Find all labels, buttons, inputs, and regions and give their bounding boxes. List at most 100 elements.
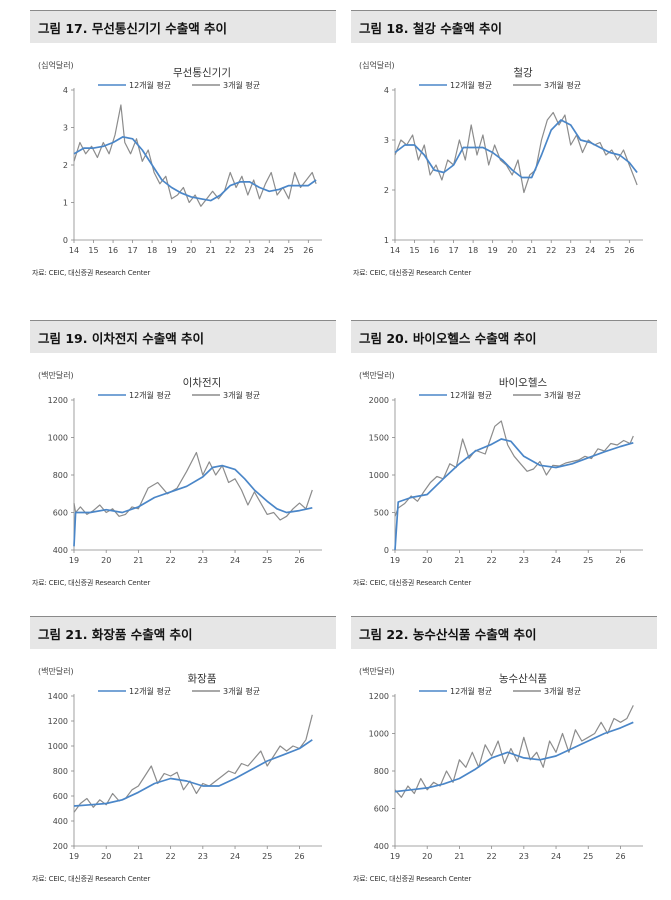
x-tick-label: 25 (262, 556, 272, 565)
legend-label-avg3: 3개월 평균 (544, 686, 581, 696)
chart-title: 화장품 (188, 673, 217, 685)
legend-label-avg3: 3개월 평균 (544, 390, 581, 400)
source-note: 자료: CEIC, 대신증권 Research Center (32, 269, 151, 277)
x-tick-label: 23 (198, 852, 208, 861)
x-tick-label: 19 (390, 556, 400, 565)
chart-title: 철강 (513, 67, 533, 79)
unit-label: (십억달러) (359, 60, 395, 70)
x-tick-label: 14 (69, 246, 79, 255)
y-tick-label: 1 (63, 199, 68, 208)
x-tick-label: 18 (468, 246, 478, 255)
legend: 12개월 평균 3개월 평균 (419, 80, 581, 90)
x-tick-label: 22 (546, 246, 556, 255)
x-tick-label: 26 (615, 556, 625, 565)
y-tick-label: 0 (63, 236, 68, 245)
panel-header: 그림 22. 농수산식품 수출액 추이 (351, 616, 657, 649)
legend-label-avg12: 12개월 평균 (450, 80, 492, 90)
series-line-12m-avg (73, 136, 317, 202)
figure-caption: 그림 21. 화장품 수출액 추이 (38, 627, 193, 642)
x-tick-label: 20 (422, 556, 432, 565)
x-tick-label: 25 (605, 246, 615, 255)
x-tick-label: 24 (585, 246, 595, 255)
legend: 12개월 평균 3개월 평균 (98, 80, 260, 90)
legend-label-avg12: 12개월 평균 (129, 686, 171, 696)
y-tick-label: 400 (53, 546, 68, 555)
y-tick-label: 1000 (369, 471, 389, 480)
y-tick-label: 800 (53, 471, 68, 480)
series-line-3m-avg (73, 451, 313, 521)
unit-label: (백만달러) (38, 370, 74, 380)
series-line-12m-avg (394, 721, 634, 793)
x-tick-label: 24 (230, 556, 240, 565)
legend: 12개월 평균 3개월 평균 (98, 390, 260, 400)
y-tick-label: 1 (384, 236, 389, 245)
x-tick-label: 17 (127, 246, 137, 255)
legend-label-avg12: 12개월 평균 (129, 390, 171, 400)
figure-caption: 그림 19. 이차전지 수출액 추이 (38, 331, 205, 346)
line-chart: (백만달러) 화장품 12개월 평균 3개월 평균 200 400 600 800 1000 12… (38, 666, 322, 861)
unit-label: (백만달러) (359, 370, 395, 380)
x-tick-label: 22 (487, 556, 497, 565)
x-tick-label: 25 (262, 852, 272, 861)
x-tick-label: 22 (225, 246, 235, 255)
chart-panel: 그림 20. 바이오헬스 수출액 추이 (백만달러) 바이오헬스 12개월 평균 3개월… (351, 320, 657, 592)
y-tick-label: 600 (53, 509, 68, 518)
y-tick-label: 2 (63, 161, 68, 170)
source-note: 자료: CEIC, 대신증권 Research Center (32, 875, 151, 883)
y-tick-label: 400 (374, 842, 389, 851)
x-tick-label: 25 (583, 556, 593, 565)
source-note: 자료: CEIC, 대신증권 Research Center (353, 579, 472, 587)
x-tick-label: 20 (101, 556, 111, 565)
y-tick-label: 3 (384, 136, 389, 145)
figure-caption: 그림 22. 농수산식품 수출액 추이 (359, 627, 537, 642)
legend: 12개월 평균 3개월 평균 (419, 686, 581, 696)
x-tick-label: 25 (583, 852, 593, 861)
legend-label-avg3: 3개월 평균 (223, 80, 260, 90)
x-tick-label: 21 (454, 852, 464, 861)
y-tick-label: 1200 (48, 396, 68, 405)
chart-panel: 그림 21. 화장품 수출액 추이 (백만달러) 화장품 12개월 평균 3개월 평균 2… (30, 616, 336, 888)
x-tick-label: 24 (264, 246, 274, 255)
chart-title: 무선통신기기 (173, 67, 231, 79)
panel-header: 그림 20. 바이오헬스 수출액 추이 (351, 320, 657, 353)
y-tick-label: 4 (384, 86, 389, 95)
chart-panel: 그림 18. 철강 수출액 추이 (십억달러) 철강 12개월 평균 3개월 평균 1 2 3… (351, 10, 657, 282)
y-tick-label: 500 (374, 509, 389, 518)
legend-label-avg3: 3개월 평균 (223, 390, 260, 400)
x-tick-label: 20 (101, 852, 111, 861)
series-line-12m-avg (394, 438, 634, 551)
legend-label-avg12: 12개월 평균 (450, 686, 492, 696)
line-chart: (백만달러) 농수산식품 12개월 평균 3개월 평균 400 600 800 1000 120… (359, 666, 643, 861)
y-tick-label: 2000 (369, 396, 389, 405)
y-tick-label: 400 (53, 817, 68, 826)
panel-header: 그림 21. 화장품 수출액 추이 (30, 616, 336, 649)
x-tick-label: 22 (166, 852, 176, 861)
x-tick-label: 21 (527, 246, 537, 255)
x-tick-label: 26 (615, 852, 625, 861)
series-line-12m-avg (73, 739, 313, 807)
y-tick-label: 1000 (369, 730, 389, 739)
source-note: 자료: CEIC, 대신증권 Research Center (32, 579, 151, 587)
x-tick-label: 19 (488, 246, 498, 255)
figure-caption: 그림 17. 무선통신기기 수출액 추이 (38, 21, 228, 36)
y-tick-label: 200 (53, 842, 68, 851)
x-tick-label: 24 (551, 556, 561, 565)
x-tick-label: 23 (566, 246, 576, 255)
source-note: 자료: CEIC, 대신증권 Research Center (353, 269, 472, 277)
y-tick-label: 1000 (48, 742, 68, 751)
x-tick-label: 21 (133, 852, 143, 861)
chart-title: 바이오헬스 (499, 377, 548, 389)
x-tick-label: 19 (69, 556, 79, 565)
x-tick-label: 16 (108, 246, 118, 255)
x-tick-label: 23 (245, 246, 255, 255)
series-line-3m-avg (394, 705, 634, 798)
y-tick-label: 800 (374, 767, 389, 776)
legend-label-avg3: 3개월 평균 (544, 80, 581, 90)
y-tick-label: 1500 (369, 434, 389, 443)
unit-label: (백만달러) (38, 666, 74, 676)
panel-header: 그림 17. 무선통신기기 수출액 추이 (30, 10, 336, 43)
x-tick-label: 20 (422, 852, 432, 861)
unit-label: (십억달러) (38, 60, 74, 70)
y-tick-label: 800 (53, 767, 68, 776)
